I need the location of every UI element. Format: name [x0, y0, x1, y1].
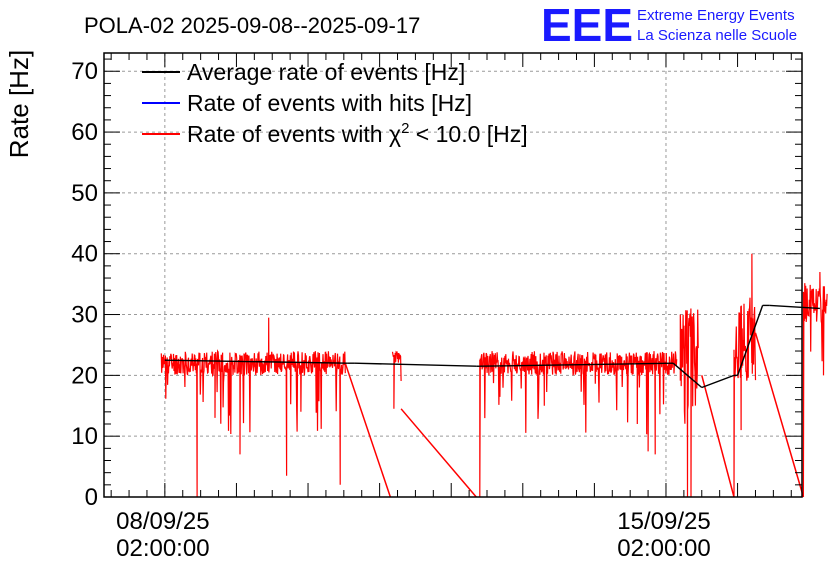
legend-entry: Rate of events with hits [Hz] [187, 90, 472, 116]
average-series-line [479, 362, 674, 367]
average-series-line [769, 304, 820, 310]
chi2-series-connector [701, 375, 735, 498]
plot-frame [103, 52, 803, 498]
chi2-series-segment [160, 317, 346, 498]
y-tick-label: 70 [71, 58, 98, 85]
x-tick-label-date: 08/09/25 [116, 508, 209, 535]
eee-logo-text: EEE [541, 0, 633, 51]
chi2-series-segment [679, 308, 699, 498]
chi2-series-segment [479, 351, 678, 498]
legend: Average rate of events [Hz] Rate of event… [142, 59, 528, 147]
chi2-series-connector [400, 408, 477, 498]
chi2-series-connector [344, 362, 392, 498]
chi2-series-segment [802, 271, 828, 498]
plot-series [160, 253, 828, 498]
average-series-line [354, 362, 477, 367]
x-tick-label-date: 15/09/25 [617, 508, 710, 535]
legend-superscript: 2 [401, 120, 409, 137]
y-tick-label: 30 [71, 302, 98, 329]
chi2-series-segment [733, 253, 757, 498]
y-tick-label: 0 [85, 484, 98, 511]
x-tick-label-time: 02:00:00 [617, 535, 710, 562]
y-tick-label: 20 [71, 362, 98, 389]
average-series-line [701, 374, 735, 389]
average-series-line [164, 359, 348, 364]
axes: 01020304050607008/09/2502:00:0015/09/250… [71, 52, 803, 562]
eee-logo: EEE Extreme Energy Events La Scienza nel… [541, 0, 797, 51]
y-axis-label: Rate [Hz] [4, 50, 34, 158]
chi2-series-connector [754, 332, 805, 498]
x-tick-label-time: 02:00:00 [116, 535, 209, 562]
legend-entry: Average rate of events [Hz] [187, 59, 465, 85]
org-name-line1: Extreme Energy Events [637, 7, 795, 24]
chi2-series-segment [391, 350, 402, 409]
grid-lines [104, 53, 802, 497]
y-tick-label: 50 [71, 180, 98, 207]
y-tick-label: 60 [71, 119, 98, 146]
chart-title: POLA-02 2025-09-08--2025-09-17 [84, 13, 420, 38]
legend-suffix: < 10.0 [Hz] [409, 121, 527, 147]
legend-entry: Rate of events with χ2 < 10.0 [Hz] [187, 120, 528, 147]
average-series-line [672, 362, 703, 389]
org-name-line2: La Scienza nelle Scuole [637, 27, 797, 44]
y-tick-label: 10 [71, 423, 98, 450]
y-tick-label: 40 [71, 241, 98, 268]
average-series-line [736, 305, 764, 376]
